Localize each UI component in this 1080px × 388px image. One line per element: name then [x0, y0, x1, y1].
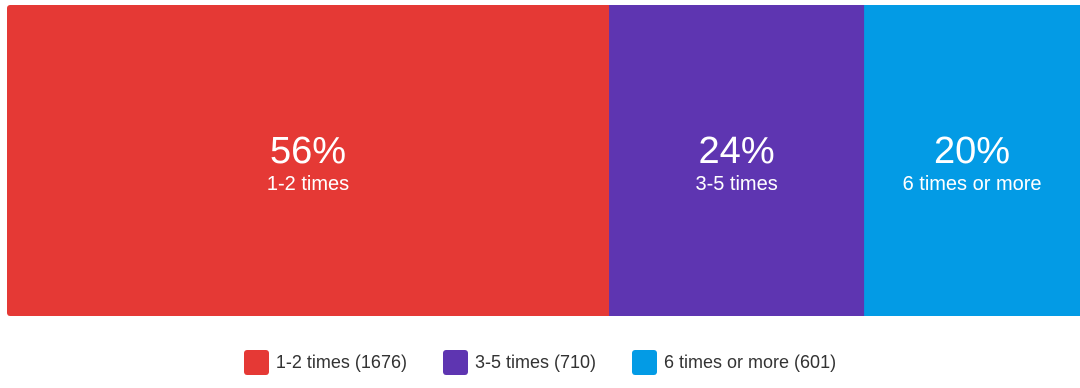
- chart-legend: 1-2 times (1676) 3-5 times (710) 6 times…: [0, 350, 1080, 375]
- legend-item-3-5-times[interactable]: 3-5 times (710): [442, 350, 597, 375]
- legend-swatch: [632, 350, 658, 375]
- legend-label: 1-2 times (1676): [275, 352, 407, 372]
- segment-category-label: 1-2 times: [267, 173, 349, 195]
- legend-swatch: [442, 350, 468, 375]
- segment-percent-label: 56%: [270, 130, 346, 172]
- bar-group: [7, 5, 1080, 316]
- legend-label: 6 times or more (601): [664, 352, 837, 372]
- segment-category-label: 3-5 times: [695, 173, 777, 195]
- bar-segment-1-2-times[interactable]: [7, 5, 610, 316]
- legend-item-1-2-times[interactable]: 1-2 times (1676): [243, 350, 407, 375]
- legend-swatch: [243, 350, 269, 375]
- legend-item-6-times-or-more[interactable]: 6 times or more (601): [632, 350, 836, 375]
- segment-category-label: 6 times or more: [903, 173, 1042, 195]
- bar-segment-6-times-or-more[interactable]: [864, 5, 1080, 316]
- bar-segment-3-5-times[interactable]: [609, 5, 865, 316]
- segment-percent-label: 20%: [934, 130, 1010, 172]
- legend-label: 3-5 times (710): [474, 352, 597, 372]
- segment-percent-label: 24%: [699, 130, 775, 172]
